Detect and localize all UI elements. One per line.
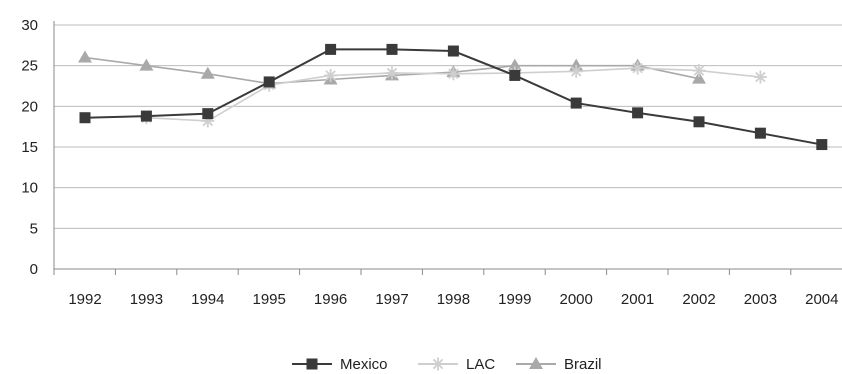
x-tick-label: 1993 (130, 291, 163, 308)
data-point-brazil (692, 71, 706, 84)
x-tick-label: 1992 (68, 291, 101, 308)
data-point-mexico (202, 108, 214, 120)
y-tick-label: 0 (30, 261, 38, 278)
data-point-lac (631, 61, 645, 75)
x-tick-label: 2002 (682, 291, 715, 308)
legend-marker-triangle (529, 357, 543, 369)
legend-label: Mexico (340, 356, 388, 373)
y-tick-label: 20 (21, 98, 38, 115)
legend-label: Brazil (564, 356, 602, 373)
y-tick-label: 5 (30, 220, 38, 237)
data-point-mexico (570, 97, 582, 109)
legend-item-lac: LAC (418, 356, 495, 373)
data-point-lac (569, 64, 583, 78)
legend-label: LAC (466, 356, 495, 373)
data-point-mexico (754, 127, 766, 139)
data-point-mexico (79, 112, 91, 124)
x-tick-label: 2001 (621, 291, 654, 308)
axes (53, 21, 842, 275)
x-tick-label: 2003 (744, 291, 777, 308)
legend-marker-square (306, 358, 318, 370)
legend-marker-asterisk (431, 357, 445, 371)
x-tick-label: 1999 (498, 291, 531, 308)
data-point-mexico (263, 76, 275, 88)
data-point-lac (385, 66, 399, 80)
data-point-mexico (325, 43, 337, 55)
y-tick-label: 15 (21, 139, 38, 156)
data-point-mexico (693, 116, 705, 128)
y-tick-label: 25 (21, 58, 38, 75)
data-point-lac (753, 70, 767, 84)
grid (54, 24, 842, 229)
data-point-brazil (200, 66, 215, 79)
x-tick-label: 1995 (253, 291, 286, 308)
series-line-mexico (84, 48, 822, 146)
legend-item-brazil: Brazil (516, 356, 602, 373)
x-tick-label: 2000 (560, 291, 593, 308)
data-point-mexico (632, 107, 644, 119)
series-mexico (79, 43, 828, 151)
y-tick-label: 30 (21, 17, 38, 34)
data-point-mexico (509, 69, 521, 81)
data-point-lac (692, 64, 706, 78)
x-tick-label: 1994 (191, 291, 224, 308)
x-tick-label: 1996 (314, 291, 347, 308)
data-point-brazil (507, 58, 522, 71)
data-point-mexico (140, 110, 152, 122)
x-tick-label: 1998 (437, 291, 470, 308)
data-point-mexico (386, 43, 398, 55)
x-tick-labels: 1992 1993 1994 1995 1996 1997 1998 1999 2000 2001… (68, 291, 838, 308)
data-point-lac (446, 67, 460, 81)
y-tick-label: 10 (21, 180, 38, 197)
data-point-mexico (816, 139, 828, 151)
data-point-lac (324, 68, 338, 82)
legend: Mexico LAC Brazil (292, 356, 602, 373)
data-point-brazil (78, 50, 92, 63)
x-tick-label: 2004 (805, 291, 838, 308)
y-tick-labels: 0 5 10 15 20 25 30 (21, 17, 38, 278)
data-point-mexico (447, 45, 459, 57)
series-layer (78, 43, 828, 151)
data-point-brazil (139, 58, 154, 71)
legend-item-mexico: Mexico (292, 356, 388, 373)
x-tick-label: 1997 (375, 291, 408, 308)
